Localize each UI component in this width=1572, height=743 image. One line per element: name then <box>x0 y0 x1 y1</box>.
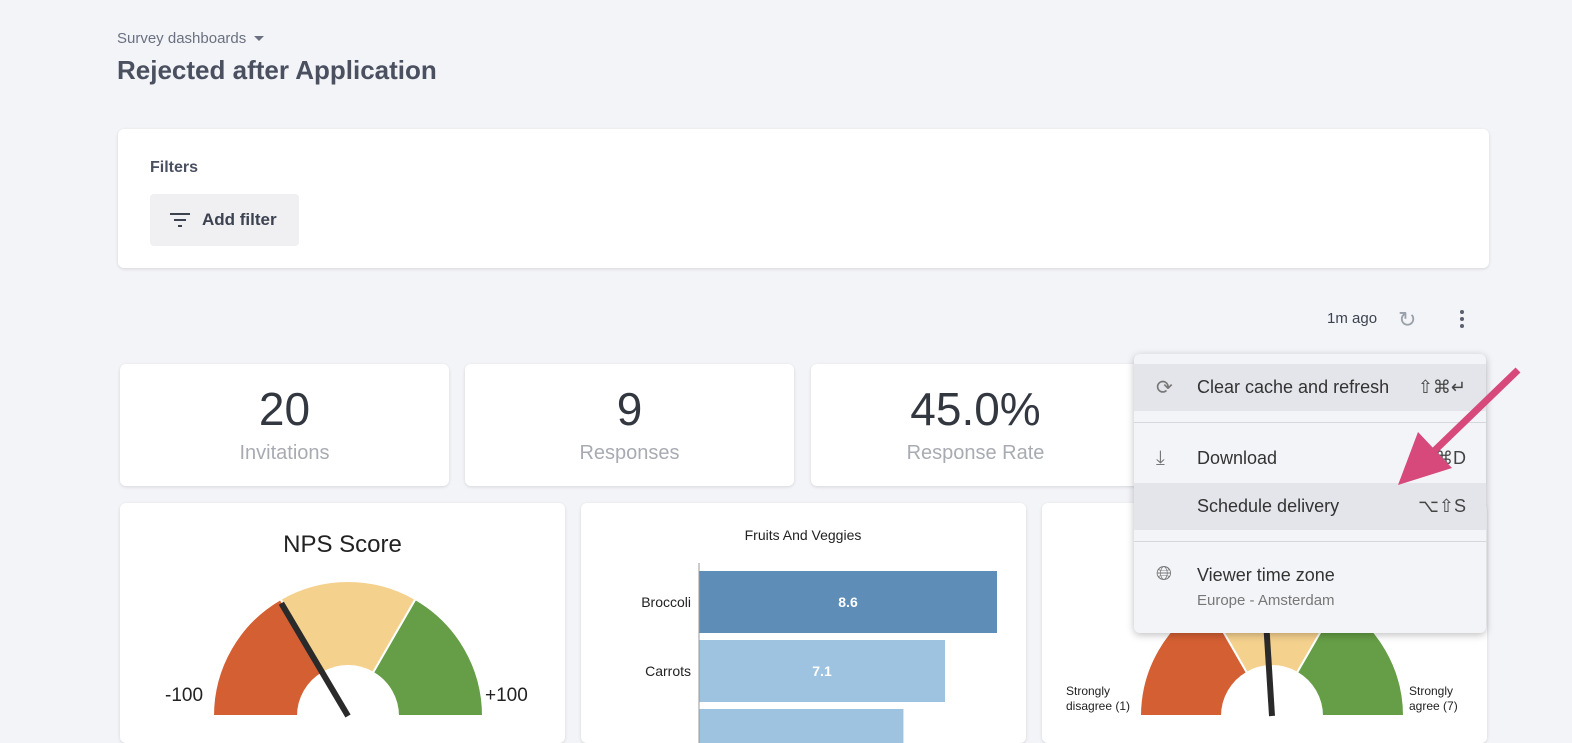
kpi-value: 20 <box>258 383 311 435</box>
filters-panel: Filters Add filter <box>118 129 1489 268</box>
filters-label: Filters <box>150 159 199 176</box>
menu-item-label: Viewer time zone <box>1197 565 1335 585</box>
breadcrumb-label: Survey dashboards <box>117 30 247 47</box>
nps-gauge <box>211 580 485 718</box>
gauge-segment <box>279 580 417 675</box>
sync-icon: ⟳ <box>1156 377 1173 399</box>
gauge-max-label: Strongly agree (7) <box>1409 684 1458 713</box>
kpi-label: Responses <box>579 442 680 464</box>
menu-item-viewer-time-zone[interactable]: 🌐︎ Viewer time zone Europe - Amsterdam <box>1134 554 1486 620</box>
menu-item-label: Schedule delivery <box>1197 496 1340 516</box>
time-zone-value: Europe - Amsterdam <box>1197 592 1335 609</box>
download-icon: ⤓ <box>1156 447 1165 469</box>
refresh-icon[interactable]: ↻ <box>1398 307 1417 332</box>
gauge-segment <box>371 597 485 717</box>
chart-title: Fruits And Veggies <box>745 527 862 543</box>
nps-card: NPS Score -100 +100 <box>120 503 565 743</box>
options-menu: ⟳ Clear cache and refresh ⇧⌘↵ ⤓ Download ⌘D … <box>1134 354 1486 633</box>
gauge-min-label: Strongly disagree (1) <box>1066 684 1131 713</box>
menu-item-clear-cache[interactable]: ⟳ Clear cache and refresh ⇧⌘↵ <box>1134 364 1486 411</box>
add-filter-label: Add filter <box>202 210 277 229</box>
bar <box>699 640 946 702</box>
kpi-value: 9 <box>616 383 643 435</box>
gauge-max-label: +100 <box>485 685 528 706</box>
gauge-needle <box>278 601 351 718</box>
caret-down-icon <box>254 36 265 41</box>
breadcrumb-dropdown[interactable]: Survey dashboards <box>117 30 265 47</box>
gauge-min-label: -100 <box>165 685 204 706</box>
category-label: Broccoli <box>641 594 691 610</box>
menu-item-label: Download <box>1197 448 1278 468</box>
bar-chart-card: Fruits And Veggies Broccoli 8.6 Carrots 7.1 <box>581 503 1026 743</box>
bar <box>699 571 997 633</box>
data-label: 7.1 <box>812 663 832 679</box>
more-options-icon[interactable] <box>1452 307 1472 331</box>
kpi-responses: 9 Responses <box>465 364 794 486</box>
kpi-response-rate: 45.0% Response Rate <box>811 364 1140 486</box>
last-updated: 1m ago <box>1327 310 1378 327</box>
globe-icon: 🌐︎ <box>1156 563 1172 585</box>
divider <box>1134 422 1486 423</box>
category-label: Carrots <box>645 663 691 679</box>
nps-title: NPS Score <box>283 531 402 558</box>
shortcut: ⌥⇧S <box>1418 496 1466 516</box>
filter-icon <box>170 213 190 227</box>
annotation-arrow <box>1398 367 1521 485</box>
add-filter-button[interactable]: Add filter <box>150 194 299 246</box>
bar-chart: Fruits And Veggies Broccoli 8.6 Carrots 7.1 <box>641 527 997 743</box>
menu-item-label: Clear cache and refresh <box>1197 377 1390 397</box>
shortcut: ⇧⌘↵ <box>1417 377 1466 397</box>
kpi-invitations: 20 Invitations <box>120 364 449 486</box>
divider <box>1134 541 1486 542</box>
page-title: Rejected after Application <box>117 55 437 85</box>
menu-item-schedule-delivery[interactable]: Schedule delivery ⌥⇧S <box>1134 483 1486 530</box>
kpi-label: Invitations <box>239 442 330 464</box>
data-label: 8.6 <box>838 594 858 610</box>
kpi-label: Response Rate <box>906 442 1045 464</box>
kpi-value: 45.0% <box>910 383 1041 435</box>
bar <box>699 709 904 743</box>
